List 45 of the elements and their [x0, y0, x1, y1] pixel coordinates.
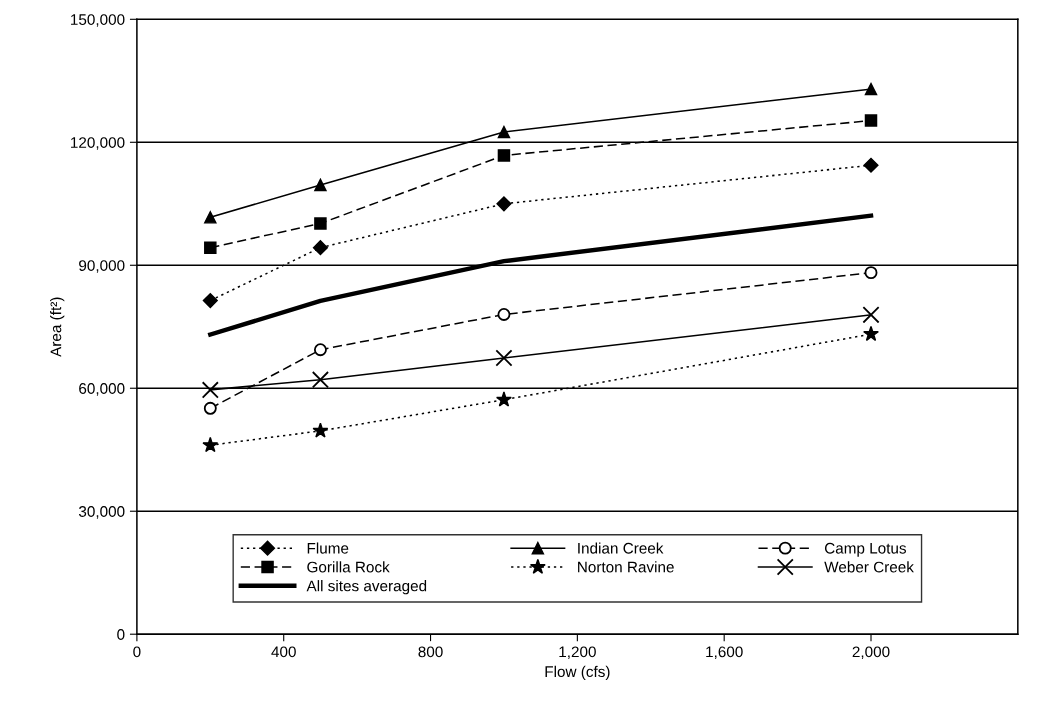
x-tick-label: 0	[133, 646, 141, 658]
point	[495, 349, 513, 367]
y-tick-label: 0	[117, 629, 125, 640]
point	[311, 371, 329, 389]
y-tick-label: 120,000	[71, 137, 125, 150]
point	[204, 241, 217, 254]
point	[201, 381, 219, 399]
legend-label: All sites averaged	[306, 580, 427, 595]
x-axis-title: Flow (cfs)	[545, 665, 610, 681]
point	[497, 125, 511, 139]
point	[314, 178, 327, 192]
x-tick-label: 400	[271, 646, 296, 658]
x-tick-label: 2,000	[852, 646, 890, 660]
point	[204, 211, 217, 224]
x-tick-label: 800	[418, 646, 443, 658]
point	[496, 196, 512, 212]
x-tick-label: 1,200	[559, 646, 596, 660]
legend-label: Flume	[307, 542, 349, 554]
point	[497, 149, 511, 162]
point	[312, 422, 329, 438]
point	[202, 292, 218, 309]
x-tick-label: 1,600	[706, 646, 743, 660]
point	[312, 240, 328, 256]
point	[203, 401, 217, 415]
legend-label: Camp Lotus	[824, 542, 907, 557]
y-tick-label: 60,000	[79, 383, 125, 396]
point	[864, 82, 878, 96]
point	[314, 217, 327, 230]
point	[863, 325, 879, 342]
legend-label: Weber Creek	[824, 561, 914, 573]
point	[313, 343, 327, 357]
point	[497, 307, 511, 321]
point	[862, 306, 880, 324]
legend-label: Norton Ravine	[578, 561, 674, 573]
y-tick-label: 150,000	[71, 14, 125, 27]
legend-label: Gorilla Rock	[307, 561, 390, 573]
point	[864, 266, 878, 280]
y-tick-label: 30,000	[78, 506, 125, 519]
point	[495, 391, 512, 407]
legend-label: Indian Creek	[578, 542, 664, 554]
point	[202, 436, 219, 453]
point	[864, 114, 878, 127]
y-axis-title: Area (ft²)	[50, 297, 65, 357]
y-tick-label: 90,000	[79, 260, 125, 273]
point	[863, 157, 879, 173]
